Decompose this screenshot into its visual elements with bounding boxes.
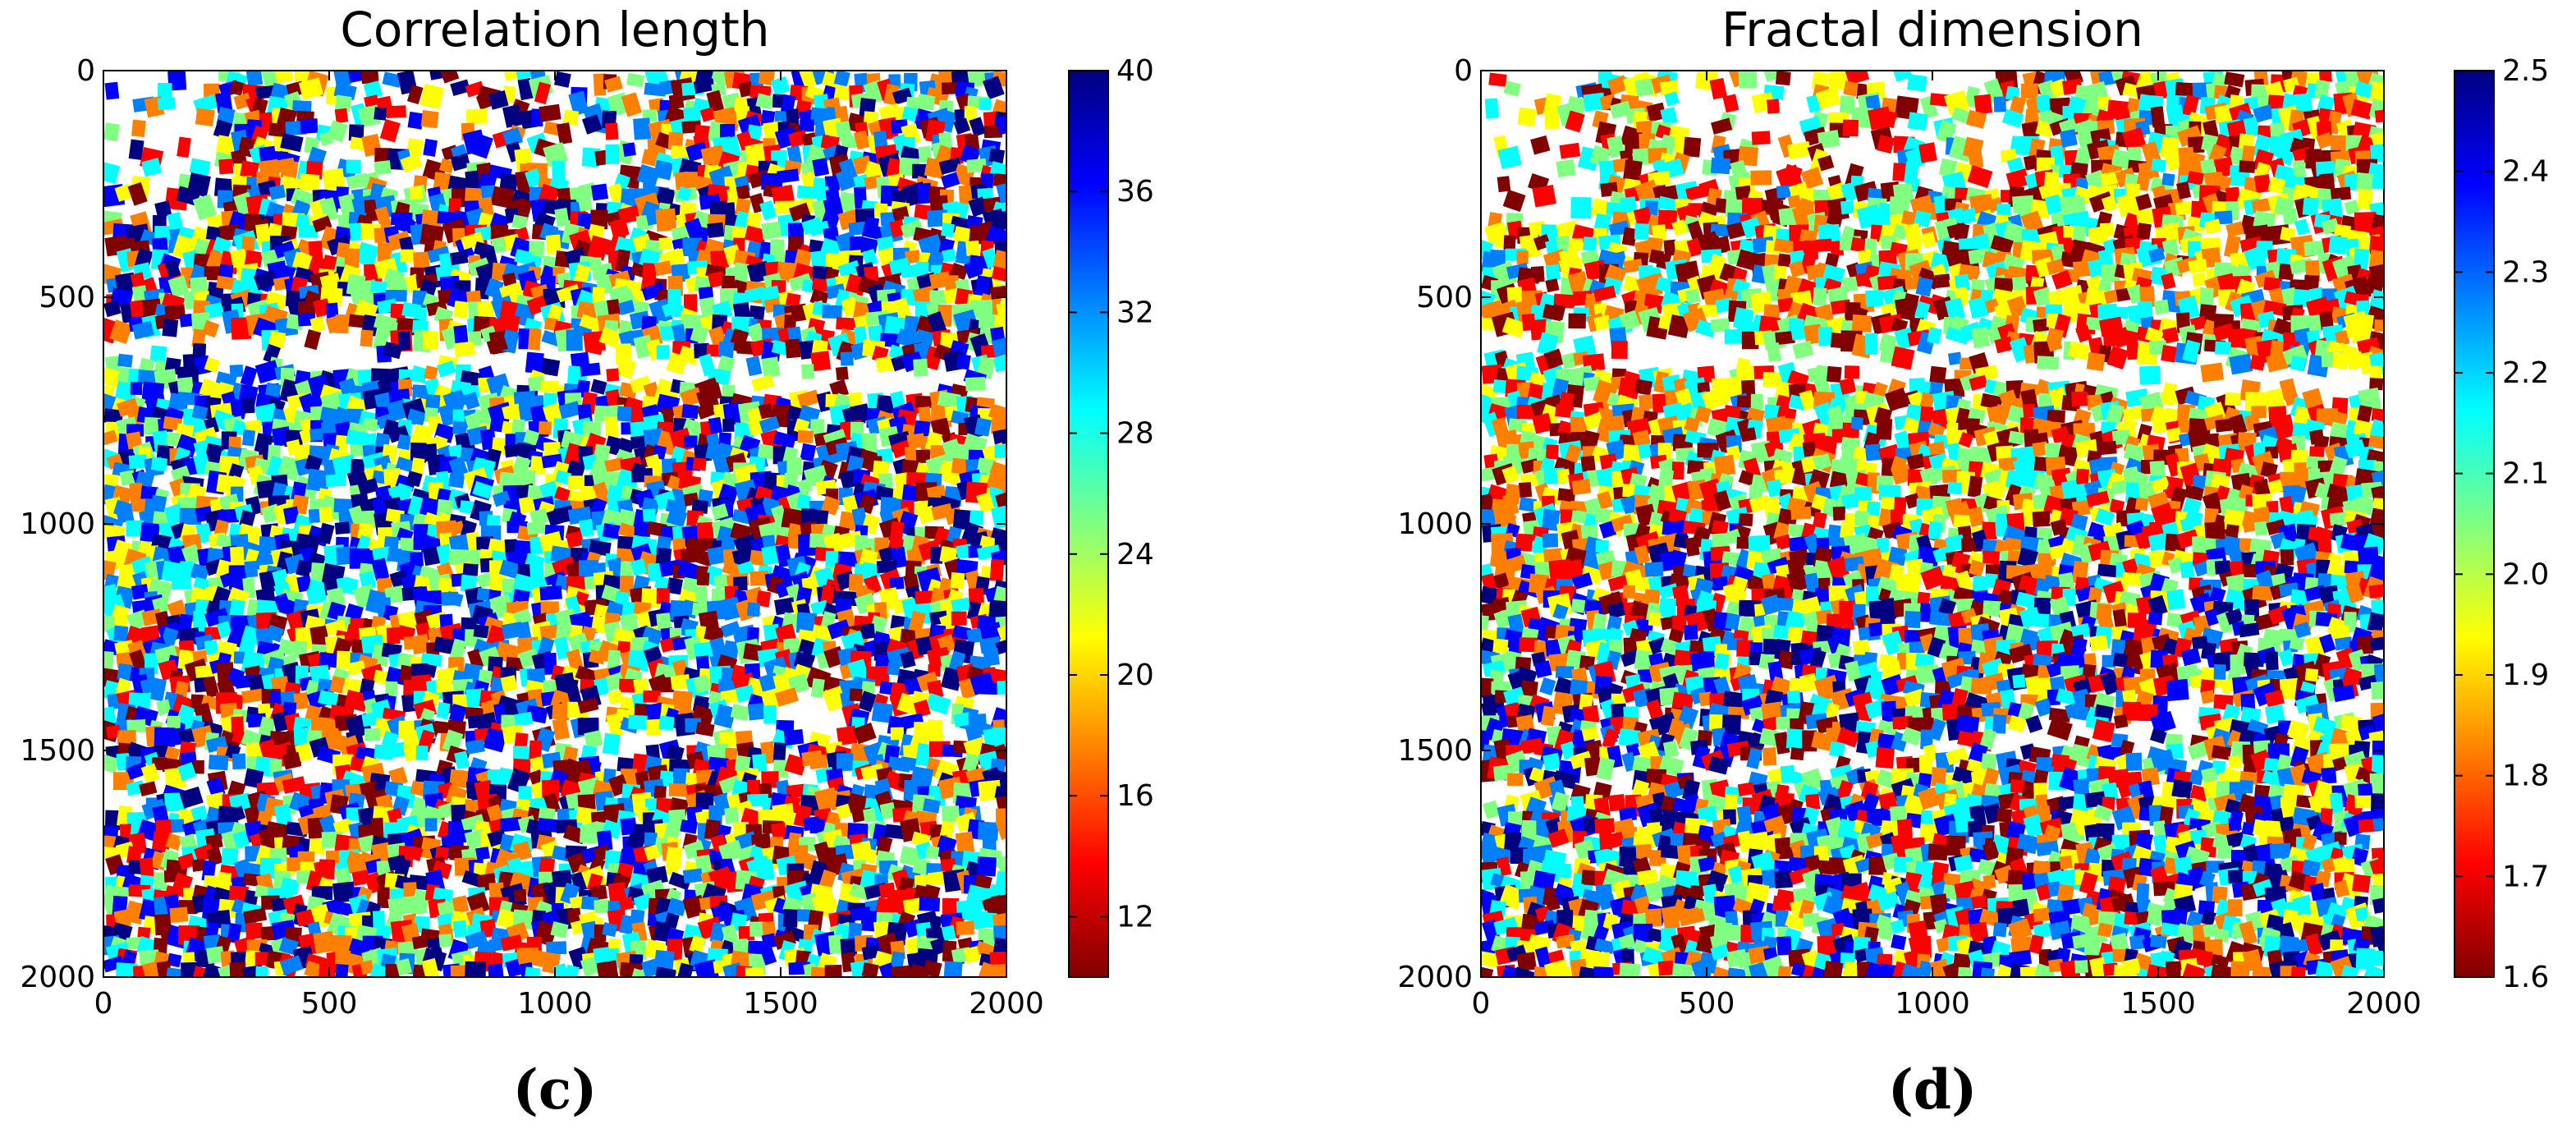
panel-caption: (c) bbox=[512, 1058, 598, 1122]
y-tick-label: 0 bbox=[1454, 54, 1473, 88]
chart-title: Correlation length bbox=[340, 2, 770, 57]
colorbar-tick-label: 1.9 bbox=[2502, 658, 2549, 692]
colorbar-tick-label: 1.6 bbox=[2502, 961, 2549, 994]
colorbar-tick-label: 2.0 bbox=[2502, 558, 2549, 591]
panel-fractal-dimension: Fractal dimension 0 500 1000 1500 2000 0 500 10… bbox=[1288, 0, 2576, 1138]
colorbar-tick-label: 28 bbox=[1116, 417, 1154, 451]
y-tick-label: 1000 bbox=[1397, 507, 1473, 541]
y-tick-label: 1500 bbox=[1397, 734, 1473, 768]
colorbar-tick-label: 40 bbox=[1116, 54, 1154, 88]
colorbar-tick-label: 32 bbox=[1116, 296, 1154, 329]
x-tick-label: 1000 bbox=[517, 987, 593, 1021]
chart-title: Fractal dimension bbox=[1721, 2, 2143, 57]
colorbar bbox=[1068, 70, 1109, 978]
panel-caption: (d) bbox=[1887, 1058, 1978, 1122]
colorbar-tick-label: 24 bbox=[1116, 538, 1154, 571]
x-tick-label: 0 bbox=[94, 987, 113, 1021]
x-tick-label: 2000 bbox=[2346, 987, 2422, 1021]
y-tick-label: 2000 bbox=[1397, 961, 1473, 994]
x-tick-label: 2000 bbox=[969, 987, 1044, 1021]
colorbar-tick-label: 1.7 bbox=[2502, 860, 2549, 893]
colorbar-tick-label: 2.2 bbox=[2502, 356, 2549, 390]
y-tick-label: 1500 bbox=[20, 734, 95, 768]
x-tick-label: 500 bbox=[1679, 987, 1735, 1021]
colorbar-tick-label: 20 bbox=[1116, 658, 1154, 692]
heatmap-mosaic bbox=[103, 71, 1006, 977]
y-tick-label: 2000 bbox=[20, 961, 95, 994]
colorbar-tick-label: 1.8 bbox=[2502, 759, 2549, 793]
colorbar bbox=[2454, 70, 2495, 978]
y-tick-label: 500 bbox=[39, 281, 95, 314]
colorbar-tick-label: 2.5 bbox=[2502, 54, 2549, 88]
colorbar-tick-label: 36 bbox=[1116, 175, 1154, 209]
heatmap-mosaic bbox=[1481, 71, 2384, 977]
x-tick-label: 1000 bbox=[1895, 987, 1970, 1021]
panel-correlation-length: Correlation length 0 500 1000 1500 2000 0 500 1… bbox=[20, 2, 1154, 1122]
colorbar-tick-label: 2.3 bbox=[2502, 255, 2549, 289]
colorbar-tick-label: 12 bbox=[1116, 900, 1154, 934]
y-tick-label: 1000 bbox=[20, 507, 95, 541]
y-tick-label: 0 bbox=[76, 54, 95, 88]
chart-svg: 0 500 1000 1500 2000050010001500200012162024… bbox=[20, 54, 1154, 1021]
x-tick-label: 500 bbox=[301, 987, 358, 1021]
colorbar-tick-label: 2.4 bbox=[2502, 155, 2549, 189]
x-tick-label: 1500 bbox=[2120, 987, 2196, 1021]
colorbar-tick-label: 2.1 bbox=[2502, 457, 2549, 491]
y-tick-label: 500 bbox=[1416, 281, 1473, 314]
colorbar-tick-label: 16 bbox=[1116, 779, 1154, 813]
x-tick-label: 0 bbox=[1472, 987, 1491, 1021]
x-tick-label: 1500 bbox=[743, 987, 818, 1021]
